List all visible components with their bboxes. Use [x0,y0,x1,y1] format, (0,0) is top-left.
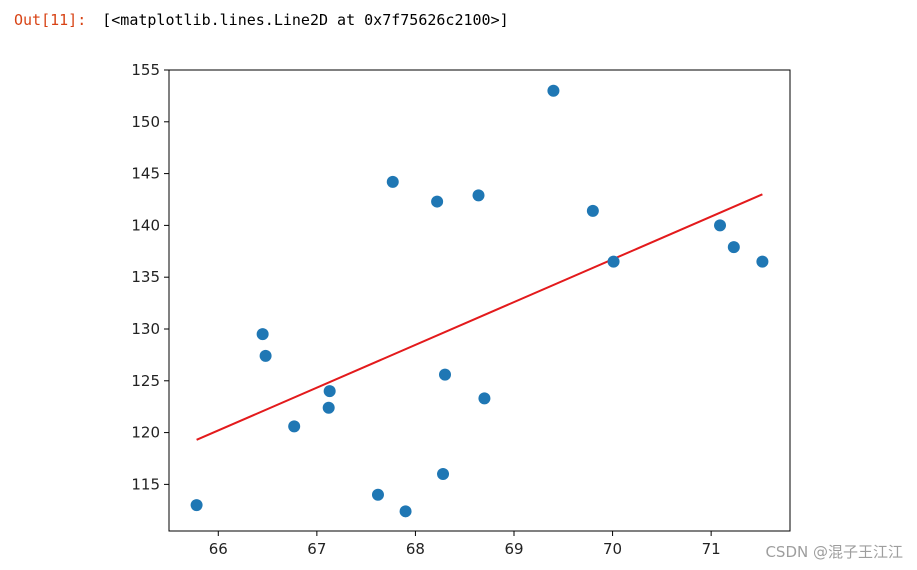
y-tick-label: 150 [131,113,160,131]
data-point [386,175,399,188]
x-tick-label: 67 [307,540,326,558]
output-text: [<matplotlib.lines.Line2D at 0x7f75626c2… [102,11,509,29]
y-tick-label: 120 [131,424,160,442]
data-point [256,328,269,341]
data-point [259,349,272,362]
data-point [322,401,335,414]
data-point [371,488,384,501]
output-prompt: Out[11]: [14,11,87,29]
y-tick-label: 140 [131,216,160,234]
data-point [431,195,444,208]
data-point [399,505,412,518]
data-point [472,189,485,202]
data-point [714,219,727,232]
y-tick-label: 135 [131,268,160,286]
data-point [437,468,450,481]
data-point [190,499,203,512]
cell-output-row: Out[11]: [<matplotlib.lines.Line2D at 0x7… [14,11,509,29]
data-point [478,392,491,405]
regression-line [196,193,763,441]
x-tick-label: 66 [209,540,228,558]
data-point [439,368,451,381]
data-point [323,385,336,398]
data-point [586,204,599,217]
y-tick-label: 155 [131,61,160,79]
x-axis: 66 67 68 69 70 71 [209,531,721,558]
y-tick-label: 115 [131,475,160,493]
y-axis: 115 120 125 130 135 140 145 150 155 [131,61,169,493]
data-points [190,84,769,518]
x-tick-label: 69 [504,540,523,558]
y-tick-label: 130 [131,320,160,338]
x-tick-label: 70 [603,540,622,558]
y-tick-label: 145 [131,165,160,183]
data-point [547,84,560,97]
data-point [288,420,301,433]
watermark-text: CSDN @混子王江江 [765,543,903,561]
data-point [727,241,740,254]
plot-frame [168,69,791,532]
x-tick-label: 68 [406,540,425,558]
data-point [756,255,769,268]
data-point [607,255,620,268]
y-tick-label: 125 [131,372,160,390]
x-tick-label: 71 [702,540,721,558]
